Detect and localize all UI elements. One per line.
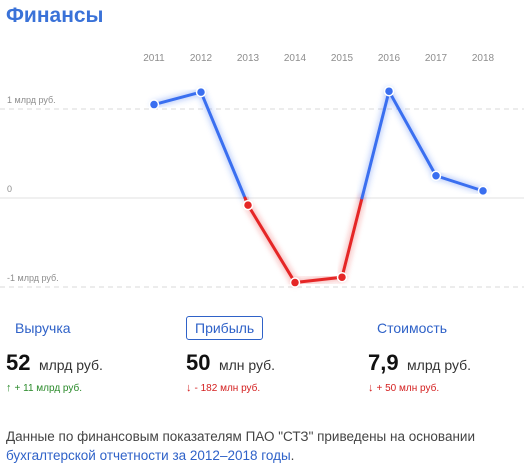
data-point[interactable] [336,271,348,283]
metric-value: Стоимость 7,9 млрд руб. ↓ + 50 млн руб. [368,316,471,394]
revenue-value: 52 [6,350,31,375]
x-tick-label: 2014 [284,53,307,64]
x-tick-label: 2011 [143,53,165,64]
metric-profit: Прибыль 50 млн руб. ↓ - 182 млн руб. [186,316,275,394]
x-tick-label: 2016 [378,53,401,64]
arrow-down-icon: ↓ [186,382,192,394]
footnote: Данные по финансовым показателям ПАО "СТ… [6,427,506,465]
series-line [387,89,438,178]
data-point[interactable] [477,185,489,197]
series-line [152,90,203,107]
section-title: Финансы [6,4,104,27]
footnote-text: Данные по финансовым показателям ПАО "СТ… [6,428,475,444]
series-line [340,196,364,279]
profit-delta-text: - 182 млн руб. [194,383,261,394]
series-line [434,174,485,193]
y-tick-label: 1 млрд руб. [7,95,56,105]
tab-value[interactable]: Стоимость [377,320,448,336]
data-point[interactable] [242,199,254,211]
series-line [360,89,391,200]
y-tick-label: 0 [7,184,12,194]
arrow-down-icon: ↓ [368,382,374,394]
x-tick-label: 2013 [237,53,260,64]
value-delta: ↓ + 50 млн руб. [368,382,471,394]
value-unit: млрд руб. [407,357,472,373]
x-tick-label: 2017 [425,53,448,64]
tab-revenue[interactable]: Выручка [15,320,71,336]
revenue-unit: млрд руб. [38,357,103,373]
profit-delta: ↓ - 182 млн руб. [186,382,275,394]
profit-unit: млн руб. [218,357,276,373]
series-line [246,203,297,285]
data-point[interactable] [289,277,301,288]
series-line [199,90,247,200]
data-point[interactable] [148,99,160,110]
data-point[interactable] [383,85,395,97]
value-value: 7,9 [368,350,399,375]
footnote-link[interactable]: бухгалтерской отчетности за 2012–2018 го… [6,447,291,463]
x-tick-label: 2015 [331,53,354,64]
data-point[interactable] [195,86,207,98]
finance-chart: 1 млрд руб. 0 -1 млрд руб. 2011 2012 2013 201… [0,53,524,288]
x-tick-label: 2018 [472,53,495,64]
data-point[interactable] [430,170,442,181]
tab-profit[interactable]: Прибыль [186,316,264,340]
y-tick-label: -1 млрд руб. [7,273,59,283]
metric-revenue: Выручка 52 млрд руб. ↑ + 11 млрд руб. [6,316,103,394]
footnote-end: . [290,447,295,463]
value-delta-text: + 50 млн руб. [376,383,440,394]
revenue-delta-text: + 11 млрд руб. [14,383,83,394]
profit-value: 50 [186,350,211,375]
revenue-delta: ↑ + 11 млрд руб. [6,382,103,394]
arrow-up-icon: ↑ [6,382,12,394]
series-line [293,275,344,285]
x-tick-label: 2012 [190,53,213,64]
